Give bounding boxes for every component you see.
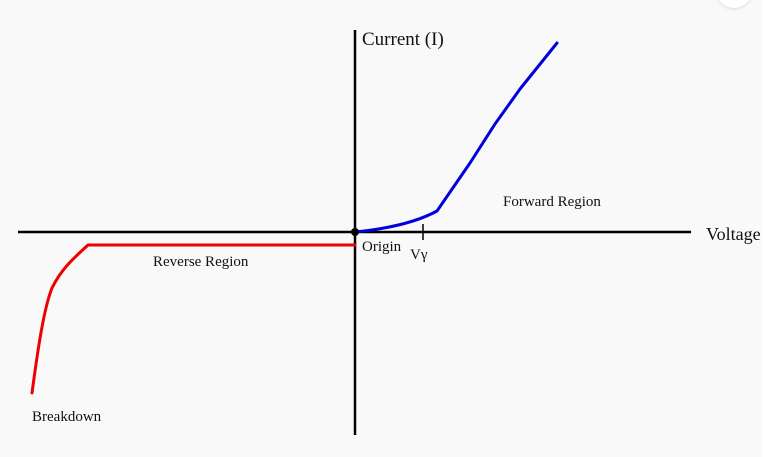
origin-label: Origin [362, 239, 402, 255]
threshold-label: Vγ [410, 247, 428, 263]
origin-dot [351, 228, 359, 236]
breakdown-label: Breakdown [32, 409, 102, 425]
forward-region-label: Forward Region [503, 194, 601, 210]
forward-curve [353, 41, 559, 234]
x-axis-label: Voltage [706, 224, 761, 244]
y-axis-label: Current (I) [362, 29, 444, 50]
reverse-region-label: Reverse Region [153, 254, 249, 270]
reverse-curve [30, 243, 357, 395]
right-edge-strip [762, 0, 768, 457]
corner-bubble [716, 0, 752, 8]
